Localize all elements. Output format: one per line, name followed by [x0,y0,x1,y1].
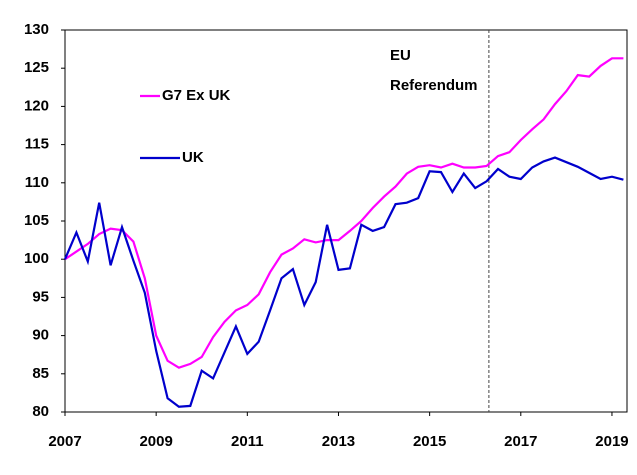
y-tick-label: 110 [25,174,49,191]
line [64,57,624,369]
annotation: Referendum [390,77,478,94]
x-tick-label: 2013 [322,433,355,450]
x-tick-label: 2007 [48,433,81,450]
y-tick-label: 130 [24,21,49,38]
y-tick-label: 105 [24,212,49,229]
legend-label: UK [182,149,204,166]
x-tick-label: 2019 [595,433,628,450]
y-tick-label: 90 [32,327,49,344]
annotation: EU [390,47,411,64]
y-tick-label: 120 [24,97,49,114]
x-tick-label: 2015 [413,433,446,450]
y-tick-label: 100 [24,250,49,267]
x-tick-label: 2009 [139,433,172,450]
legend-label: G7 Ex UK [162,87,231,104]
y-tick-label: 95 [32,288,49,305]
line [63,156,624,408]
y-tick-label: 115 [25,136,49,153]
x-tick-label: 2017 [504,433,537,450]
x-tick-label: 2011 [231,433,264,450]
y-tick-label: 125 [24,59,49,76]
y-tick-label: 80 [32,403,49,420]
y-tick-label: 85 [32,365,49,382]
